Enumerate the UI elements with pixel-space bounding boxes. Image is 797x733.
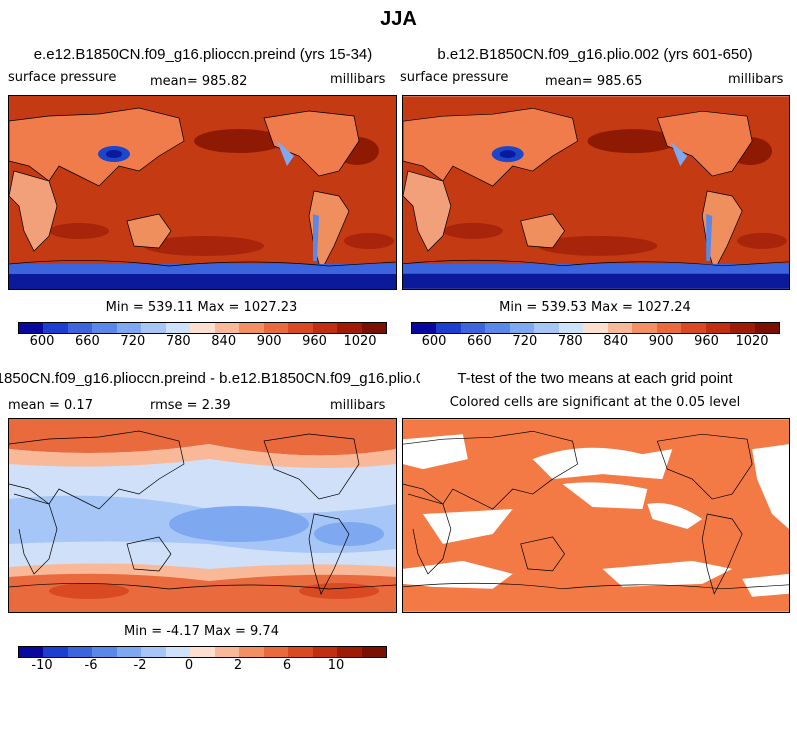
colorbar-swatch [361,647,387,657]
colorbar-swatch [754,323,780,333]
panel3-case-title-text: e.e12.B1850CN.f09_g16.plioccn.preind - b… [0,370,420,387]
figure-title: JJA [380,8,417,30]
colorbar-swatch [288,323,313,333]
colorbar-swatch [705,323,731,333]
colorbar-swatch [92,323,117,333]
panel4-subtitle: Colored cells are significant at the 0.0… [449,395,741,410]
panel1-mean-label: mean= 985.82 [150,74,248,89]
panel3-minmax: Min = -4.17 Max = 9.74 [124,624,279,639]
colorbar-swatch [190,647,215,657]
panel2-colorbar [411,322,780,334]
colorbar-swatch [509,323,535,333]
colorbar-tick-label: 10 [327,658,345,673]
colorbar-swatch [681,323,706,333]
panel3-units-label: millibars [330,398,386,413]
colorbar-tick-label: 780 [165,334,191,349]
panel1-variable-label: surface pressure [8,70,117,85]
colorbar-swatch [190,323,215,333]
colorbar-tick-label: 840 [211,334,237,349]
panel1-map [8,95,397,290]
panel3-rmse-label: rmse = 2.39 [150,398,231,413]
panel3-mean-label: mean = 0.17 [8,398,93,413]
colorbar-swatch [165,323,191,333]
colorbar-swatch [19,323,44,333]
panel2-variable-label: surface pressure [400,70,509,85]
panel3-map [8,418,397,613]
colorbar-swatch [558,323,584,333]
colorbar-tick-label: 600 [421,334,447,349]
panel2-case-title: b.e12.B1850CN.f09_g16.plio.002 (yrs 601-… [437,46,753,63]
colorbar-swatch [583,323,608,333]
colorbar-tick-label: 960 [302,334,327,349]
colorbar-swatch [43,323,68,333]
colorbar-swatch [116,647,142,657]
colorbar-swatch [67,323,93,333]
colorbar-swatch [485,323,510,333]
panel2-map [402,95,790,290]
colorbar-tick-label: 600 [29,334,55,349]
colorbar-tick-label: -10 [31,658,53,673]
colorbar-tick-label: 840 [603,334,629,349]
colorbar-tick-label: 660 [467,334,492,349]
colorbar-swatch [214,647,240,657]
colorbar-swatch [19,647,44,657]
colorbar-swatch [263,323,289,333]
panel4-map-svg [403,419,789,612]
colorbar-swatch [412,323,437,333]
colorbar-swatch [43,647,68,657]
colorbar-tick-label: 6 [282,658,292,673]
colorbar-swatch [337,323,362,333]
colorbar-swatch [239,647,264,657]
panel1-units-label: millibars [330,72,386,87]
colorbar-swatch [263,647,289,657]
panel1-case-title: e.e12.B1850CN.f09_g16.plioccn.preind (yr… [33,46,373,63]
colorbar-tick-label: 1020 [343,334,377,349]
colorbar-tick-label: 2 [233,658,243,673]
panel1-minmax: Min = 539.11 Max = 1027.23 [105,300,298,315]
colorbar-tick-label: -2 [133,658,147,673]
colorbar-swatch [656,323,682,333]
panel2-units-label: millibars [728,72,784,87]
colorbar-swatch [460,323,486,333]
panel2-minmax: Min = 539.53 Max = 1027.24 [499,300,691,315]
colorbar-swatch [361,323,387,333]
colorbar-swatch [730,323,755,333]
colorbar-swatch [116,323,142,333]
panel3-colorbar [18,646,387,658]
colorbar-tick-label: 720 [120,334,146,349]
colorbar-swatch [312,323,338,333]
colorbar-tick-label: 0 [184,658,194,673]
panel2-mean-label: mean= 985.65 [545,74,643,89]
panel3-case-title: e.e12.B1850CN.f09_g16.plioccn.preind - b… [0,370,420,387]
colorbar-swatch [337,647,362,657]
panel4-map [402,418,790,613]
colorbar-tick-label: 780 [557,334,583,349]
colorbar-tick-label: 960 [694,334,719,349]
colorbar-swatch [239,323,264,333]
colorbar-swatch [92,647,117,657]
colorbar-tick-label: -6 [84,658,98,673]
colorbar-swatch [436,323,461,333]
colorbar-tick-label: 900 [648,334,674,349]
colorbar-swatch [141,323,166,333]
colorbar-swatch [165,647,191,657]
colorbar-tick-label: 1020 [735,334,769,349]
colorbar-tick-label: 720 [512,334,538,349]
panel4-title: T-test of the two means at each grid poi… [457,370,733,387]
colorbar-swatch [534,323,559,333]
colorbar-swatch [67,647,93,657]
colorbar-swatch [214,323,240,333]
colorbar-tick-label: 900 [256,334,282,349]
colorbar-swatch [312,647,338,657]
colorbar-swatch [632,323,657,333]
colorbar-tick-label: 660 [75,334,100,349]
colorbar-swatch [288,647,313,657]
panel3-map-svg [9,419,396,612]
panel1-map-svg [9,96,396,289]
colorbar-swatch [141,647,166,657]
panel1-colorbar [18,322,387,334]
colorbar-swatch [607,323,633,333]
panel2-map-svg [403,96,789,289]
